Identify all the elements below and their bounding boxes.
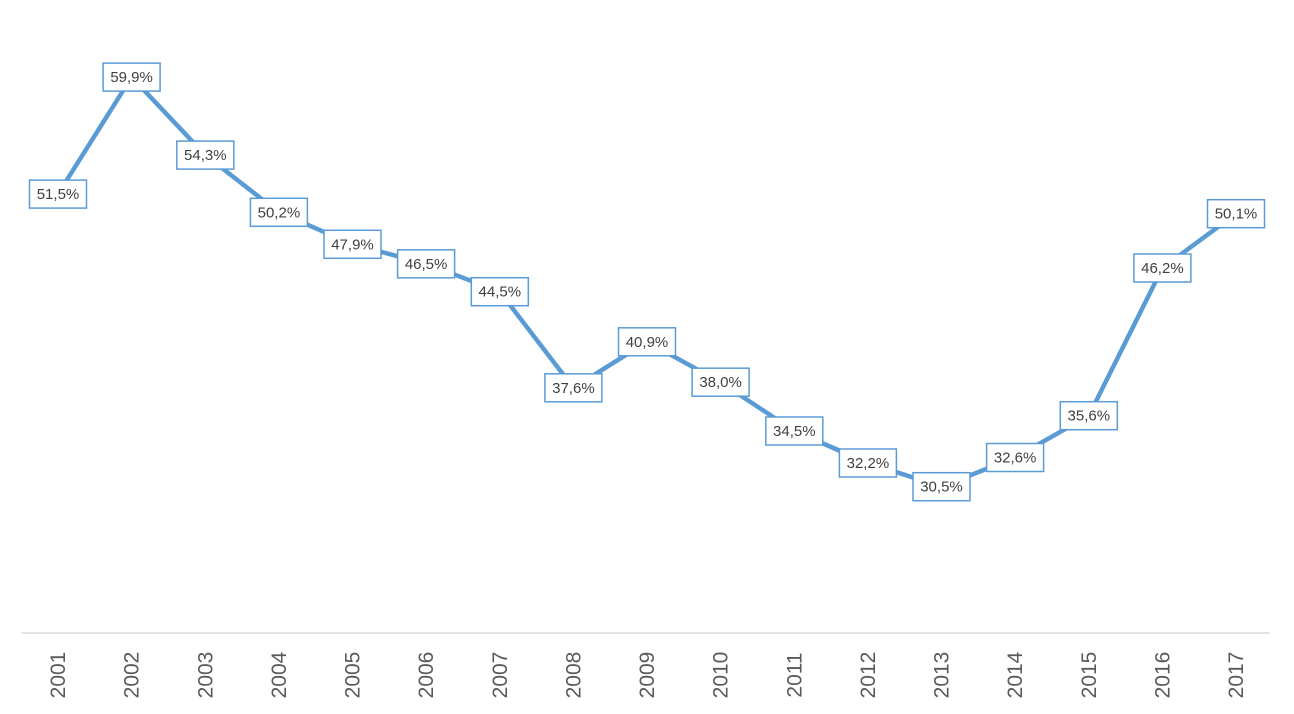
data-label-box xyxy=(396,249,456,279)
data-label-text: 50,2% xyxy=(258,204,301,221)
data-label-text: 46,5% xyxy=(405,256,448,273)
data-label-box xyxy=(691,367,750,397)
data-label-box xyxy=(249,197,309,228)
data-label-text: 40,9% xyxy=(626,334,669,351)
x-tick-label: 2016 xyxy=(1151,652,1174,699)
x-tick-label: 2006 xyxy=(415,652,438,699)
data-label: 44,5% xyxy=(470,276,530,307)
data-label: 50,1% xyxy=(1206,198,1266,229)
x-tick-label: 2012 xyxy=(857,652,880,699)
data-label: 34,5% xyxy=(765,416,824,446)
data-label-text: 59,9% xyxy=(110,69,153,86)
data-label: 40,9% xyxy=(617,327,677,357)
data-label-text: 32,6% xyxy=(994,450,1037,467)
data-labels: 51,5% 59,9% 54,3% 50,2% 47,9% 46,5% 44,5% 37,6%… xyxy=(28,62,1266,502)
data-label-text: 30,5% xyxy=(920,479,963,496)
data-label-text: 37,6% xyxy=(552,380,595,397)
data-label-box xyxy=(102,62,161,92)
data-label-box xyxy=(323,229,382,260)
data-label-box xyxy=(838,448,898,478)
data-label-box xyxy=(985,442,1045,473)
data-label-text: 34,5% xyxy=(773,423,816,440)
x-axis-ticks: 2001 2002 2003 2004 2005 2006 2007 2008 2009 2010… xyxy=(47,651,1248,698)
data-label-text: 38,0% xyxy=(699,374,742,391)
data-label: 46,5% xyxy=(396,249,456,279)
x-tick-label: 2001 xyxy=(47,652,70,699)
data-label-box xyxy=(765,416,824,446)
data-label: 32,2% xyxy=(838,448,898,478)
data-label: 37,6% xyxy=(544,373,603,403)
data-label-text: 54,3% xyxy=(184,147,227,164)
data-label-box xyxy=(1206,198,1266,229)
data-label-text: 51,5% xyxy=(37,186,80,203)
x-tick-label: 2004 xyxy=(268,651,291,698)
x-tick-label: 2003 xyxy=(194,652,217,699)
x-tick-label: 2010 xyxy=(710,652,733,699)
data-label-box xyxy=(176,140,235,170)
data-label: 47,9% xyxy=(323,229,382,260)
data-label: 35,6% xyxy=(1059,400,1119,431)
data-label-box xyxy=(1059,400,1119,431)
series-line xyxy=(55,74,1239,489)
data-label-text: 50,1% xyxy=(1215,206,1258,223)
x-tick-label: 2002 xyxy=(121,652,144,699)
data-label: 50,2% xyxy=(249,197,309,228)
data-label-box xyxy=(912,471,971,502)
data-label-text: 44,5% xyxy=(479,284,522,301)
data-label-text: 35,6% xyxy=(1068,408,1111,425)
data-label-text: 32,2% xyxy=(847,455,890,472)
data-label-text: 47,9% xyxy=(331,236,374,253)
x-tick-label: 2017 xyxy=(1225,652,1248,699)
x-tick-label: 2007 xyxy=(489,652,512,699)
data-label: 54,3% xyxy=(176,140,235,170)
x-tick-label: 2013 xyxy=(931,652,954,699)
data-label: 46,2% xyxy=(1133,253,1192,283)
data-label: 59,9% xyxy=(102,62,161,92)
data-label-box xyxy=(470,276,530,307)
data-label: 32,6% xyxy=(985,442,1045,473)
data-label: 30,5% xyxy=(912,471,971,502)
data-label-box xyxy=(1133,253,1192,283)
data-label-box xyxy=(28,179,88,209)
data-label-box xyxy=(617,327,677,357)
x-tick-label: 2014 xyxy=(1004,651,1027,698)
x-tick-label: 2008 xyxy=(562,652,585,699)
x-tick-label: 2005 xyxy=(342,652,365,699)
data-label-text: 46,2% xyxy=(1141,260,1184,277)
x-tick-label: 2011 xyxy=(783,652,806,697)
x-tick-label: 2015 xyxy=(1078,652,1101,699)
data-label: 51,5% xyxy=(28,179,88,209)
data-label-box xyxy=(544,373,603,403)
x-tick-label: 2009 xyxy=(636,652,659,699)
data-label: 38,0% xyxy=(691,367,750,397)
